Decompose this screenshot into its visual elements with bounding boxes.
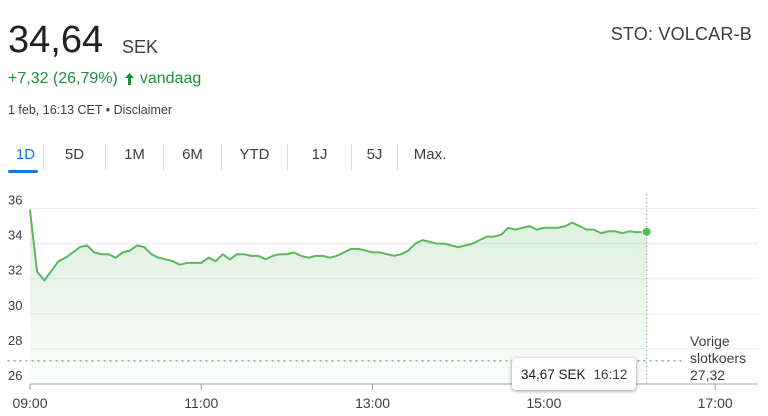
x-tick-label: 09:00 bbox=[12, 395, 47, 411]
timestamp: 1 feb, 16:13 CET bbox=[8, 103, 103, 117]
previous-close-label: Vorige slotkoers 27,32 bbox=[690, 333, 746, 384]
tab-label: 1J bbox=[311, 146, 328, 163]
tab-ytd[interactable]: YTD bbox=[222, 144, 288, 170]
ticker-symbol: STO: VOLCAR-B bbox=[610, 24, 752, 44]
tab-label: 5J bbox=[366, 146, 383, 163]
tab-max[interactable]: Max. bbox=[398, 144, 462, 170]
y-tick-label: 28 bbox=[8, 333, 22, 348]
change-value: +7,32 (26,79%) bbox=[8, 70, 118, 87]
tab-5j[interactable]: 5J bbox=[352, 144, 398, 170]
previous-close-line2: slotkoers bbox=[690, 350, 747, 366]
y-tick-label: 34 bbox=[8, 228, 22, 243]
tab-label: 5D bbox=[64, 146, 85, 163]
tab-1j[interactable]: 1J bbox=[288, 144, 352, 170]
x-tick-label: 13:00 bbox=[355, 395, 390, 411]
tab-label: Max. bbox=[413, 146, 447, 163]
hover-point bbox=[641, 226, 652, 237]
x-tick-label: 11:00 bbox=[184, 395, 218, 411]
tab-label: 1M bbox=[124, 146, 145, 163]
price-line bbox=[29, 209, 648, 282]
change-suffix: vandaag bbox=[139, 70, 202, 87]
tab-label: YTD bbox=[239, 146, 270, 163]
separator-dot: • bbox=[105, 103, 111, 117]
tab-1m[interactable]: 1M bbox=[106, 144, 164, 170]
hover-tooltip: 34,67 SEK 16:12 bbox=[512, 358, 636, 390]
price-change: +7,32 (26,79%) vandaag bbox=[8, 70, 201, 88]
tooltip-price: 34,67 SEK bbox=[521, 366, 586, 382]
disclaimer-link[interactable]: Disclaimer bbox=[113, 103, 172, 117]
tab-6m[interactable]: 6M bbox=[164, 144, 222, 170]
y-tick-label: 26 bbox=[8, 368, 22, 383]
tab-1d[interactable]: 1D bbox=[8, 144, 44, 170]
range-tabs: 1D 5D 1M 6M YTD 1J 5J Max. bbox=[8, 144, 462, 172]
y-tick-label: 30 bbox=[8, 298, 22, 313]
x-tick-label: 15:00 bbox=[526, 395, 561, 411]
arrow-up-icon bbox=[124, 72, 134, 86]
y-tick-label: 36 bbox=[8, 193, 22, 208]
price-chart[interactable]: 26 28 30 32 34 36 09:00 11:00 13:00 15:00 17:00 bbox=[0, 180, 768, 416]
current-price: 34,64 bbox=[8, 19, 104, 61]
tab-label: 1D bbox=[15, 146, 36, 163]
tooltip-time: 16:12 bbox=[593, 366, 628, 382]
currency-label: SEK bbox=[122, 37, 159, 57]
y-tick-label: 32 bbox=[8, 263, 22, 278]
previous-close-line1: Vorige bbox=[690, 333, 730, 349]
tab-5d[interactable]: 5D bbox=[44, 144, 106, 170]
x-tick-label: 17:00 bbox=[698, 395, 733, 411]
previous-close-value: 27,32 bbox=[690, 367, 726, 383]
timestamp-line: 1 feb, 16:13 CET • Disclaimer bbox=[8, 103, 172, 117]
tab-label: 6M bbox=[182, 146, 203, 163]
active-tab-indicator bbox=[8, 170, 38, 173]
area-fill bbox=[30, 210, 647, 384]
